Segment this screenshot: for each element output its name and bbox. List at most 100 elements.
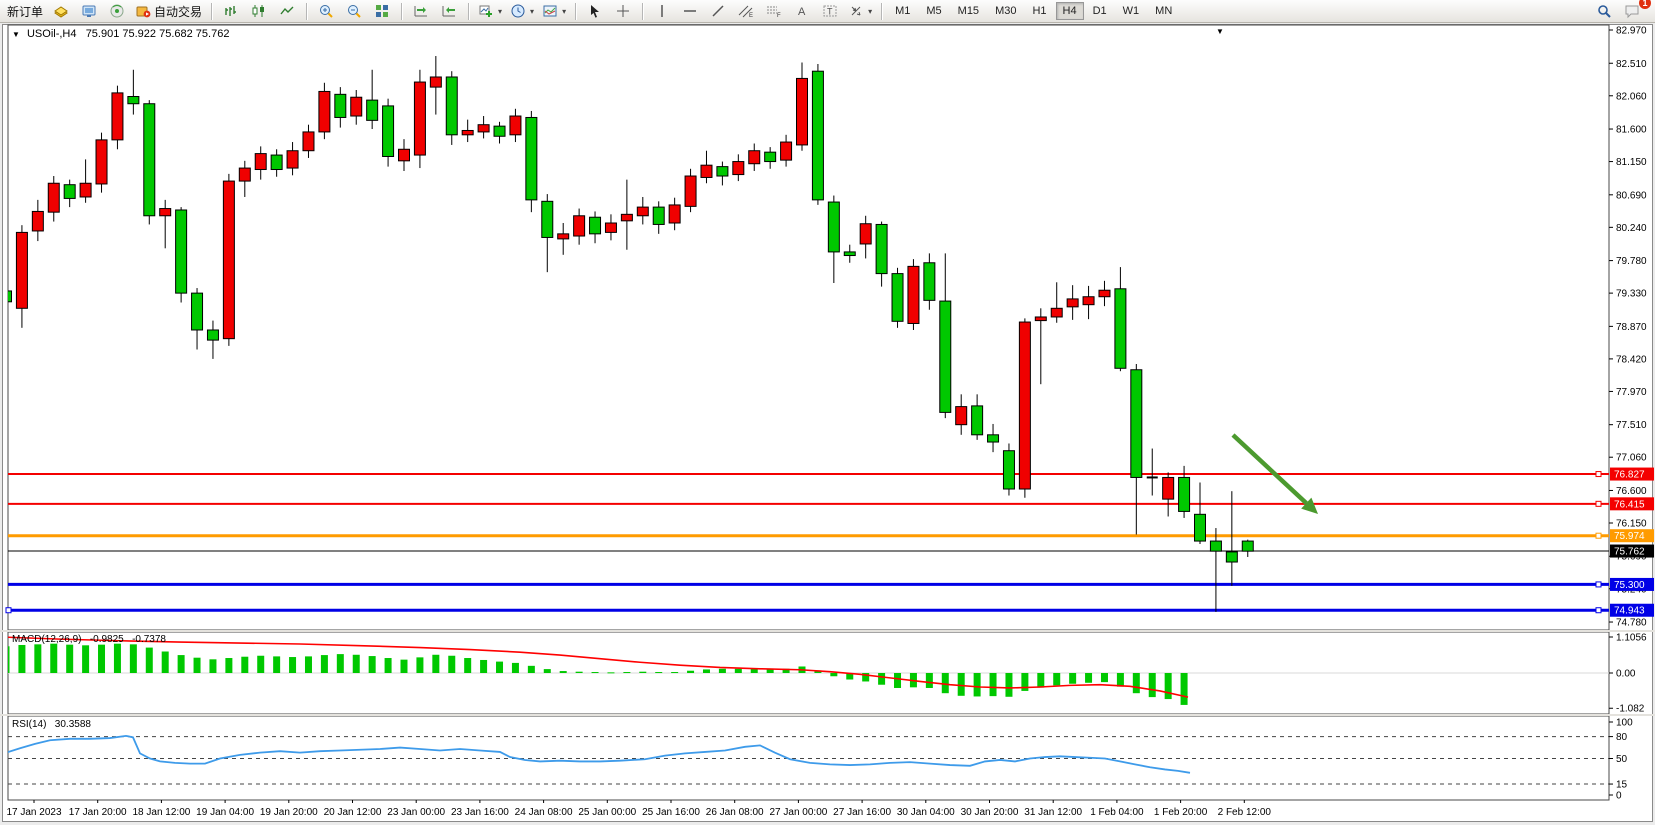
svg-text:24 Jan 08:00: 24 Jan 08:00 [515,807,573,818]
signals-icon[interactable] [104,1,130,21]
candlestick-mode-button[interactable] [246,1,272,21]
macd-axis[interactable]: 1.1056 0.00 -1.082 [1609,632,1647,715]
auto-trading-button[interactable]: 自动交易 [132,1,205,21]
svg-text:76.415: 76.415 [1614,499,1645,510]
rsi-panel [8,734,1609,785]
svg-text:E: E [749,13,753,19]
svg-text:-1.082: -1.082 [1616,704,1645,715]
tab-m15[interactable]: M15 [957,5,980,17]
auto-scroll-button[interactable] [408,1,434,21]
periods-button[interactable]: ▾ [507,1,537,21]
svg-text:82.510: 82.510 [1616,59,1647,70]
time-axis[interactable]: 17 Jan 2023 17 Jan 20:00 18 Jan 12:00 19 Ja… [6,800,1271,818]
chart-shift-button[interactable] [436,1,462,21]
notifications-button[interactable]: 1 [1619,0,1651,21]
trend-arrow-annotation[interactable] [1231,433,1318,514]
search-icon [1598,5,1611,18]
vertical-line-icon [661,5,663,17]
vertical-line-tool[interactable] [649,1,675,21]
zoom-out-button[interactable] [341,1,367,21]
templates-button[interactable]: ▾ [539,1,569,21]
svg-text:1.1056: 1.1056 [1616,632,1647,643]
zoom-in-button[interactable] [313,1,339,21]
svg-text:80.690: 80.690 [1616,190,1647,201]
trendline-tool[interactable] [705,1,731,21]
svg-text:78.420: 78.420 [1616,354,1647,365]
chart-shift-marker[interactable]: ▼ [1216,27,1224,36]
channel-icon: E [738,5,753,19]
tile-windows-button[interactable] [369,1,395,21]
svg-text:15: 15 [1616,780,1628,791]
tab-w1[interactable]: W1 [1122,5,1140,17]
svg-text:78.870: 78.870 [1616,322,1647,333]
svg-text:17 Jan 2023: 17 Jan 2023 [6,807,61,818]
zoom-out-icon [348,5,361,18]
search-button[interactable] [1591,1,1617,21]
rsi-value: 30.3588 [54,719,91,730]
tab-mn[interactable]: MN [1155,5,1173,17]
svg-text:81.600: 81.600 [1616,125,1647,136]
text-label-tool[interactable]: T [817,1,843,21]
svg-text:74.943: 74.943 [1614,606,1645,617]
horizontal-price-lines[interactable] [5,471,1609,614]
svg-text:30 Jan 04:00: 30 Jan 04:00 [897,807,955,818]
arrows-icon [851,6,861,16]
dropdown-caret: ▾ [868,6,873,16]
new-chart-icon [479,5,493,17]
tab-m5[interactable]: M5 [926,5,942,17]
chevron-down-icon[interactable]: ▼ [12,30,20,39]
price-axis[interactable]: 82.970 82.510 82.060 81.600 81.150 80.690 80.2… [1609,26,1647,629]
svg-text:31 Jan 12:00: 31 Jan 12:00 [1024,807,1082,818]
tab-h4[interactable]: H4 [1055,2,1084,20]
tab-m30[interactable]: M30 [995,5,1017,17]
svg-text:82.970: 82.970 [1616,26,1647,37]
svg-text:23 Jan 16:00: 23 Jan 16:00 [451,807,509,818]
blue-monitor-icon [82,5,96,17]
bar-chart-mode-button[interactable] [218,1,244,21]
new-order-button[interactable]: 新订单 [4,1,46,21]
arrows-tool[interactable]: ▾ [845,1,875,21]
notification-count-badge: 1 [1639,0,1651,9]
svg-text:25 Jan 00:00: 25 Jan 00:00 [578,807,636,818]
yellow-box-icon [54,6,68,18]
rsi-axis[interactable]: 100 80 50 150 [1609,718,1633,802]
svg-text:77.970: 77.970 [1616,387,1647,398]
dropdown-caret: ▾ [498,6,503,16]
svg-text:18 Jan 12:00: 18 Jan 12:00 [132,807,190,818]
market-watch-icon[interactable] [48,1,74,21]
svg-text:0: 0 [1616,791,1622,802]
text-tool[interactable]: A [789,1,815,21]
svg-text:79.780: 79.780 [1616,256,1647,267]
bar-chart-icon [225,6,237,16]
svg-text:0.00: 0.00 [1616,669,1636,680]
data-window-icon[interactable] [76,1,102,21]
text-label-icon: T [823,5,837,17]
toolbar-separator [642,2,644,20]
candlesticks [8,56,1254,612]
svg-text:80.240: 80.240 [1616,223,1647,234]
svg-text:27 Jan 00:00: 27 Jan 00:00 [769,807,827,818]
panel-splitters[interactable] [0,630,1655,716]
cursor-tool-button[interactable] [582,1,608,21]
svg-text:2 Feb 12:00: 2 Feb 12:00 [1218,807,1272,818]
svg-text:F: F [777,13,781,19]
auto-trading-label: 自动交易 [154,4,203,19]
new-order-label: 新订单 [7,4,44,19]
price-axis-badges: 76.827 76.415 75.974 75.762 75.300 74.943 [1610,467,1654,617]
tab-h1[interactable]: H1 [1032,5,1047,17]
line-chart-mode-button[interactable] [274,1,300,21]
tab-m1[interactable]: M1 [895,5,911,17]
equidistant-channel-tool[interactable]: E [733,1,759,21]
chart-shift-icon [442,6,456,17]
crosshair-tool-button[interactable] [610,1,636,21]
tab-d1[interactable]: D1 [1092,5,1107,17]
svg-text:77.060: 77.060 [1616,453,1647,464]
fibonacci-tool[interactable]: F [761,1,787,21]
svg-text:26 Jan 08:00: 26 Jan 08:00 [706,807,764,818]
new-chart-button[interactable]: ▾ [475,1,505,21]
horizontal-line-tool[interactable] [677,1,703,21]
template-icon [543,5,557,17]
fibonacci-icon: F [767,6,781,19]
svg-text:19 Jan 04:00: 19 Jan 04:00 [196,807,254,818]
